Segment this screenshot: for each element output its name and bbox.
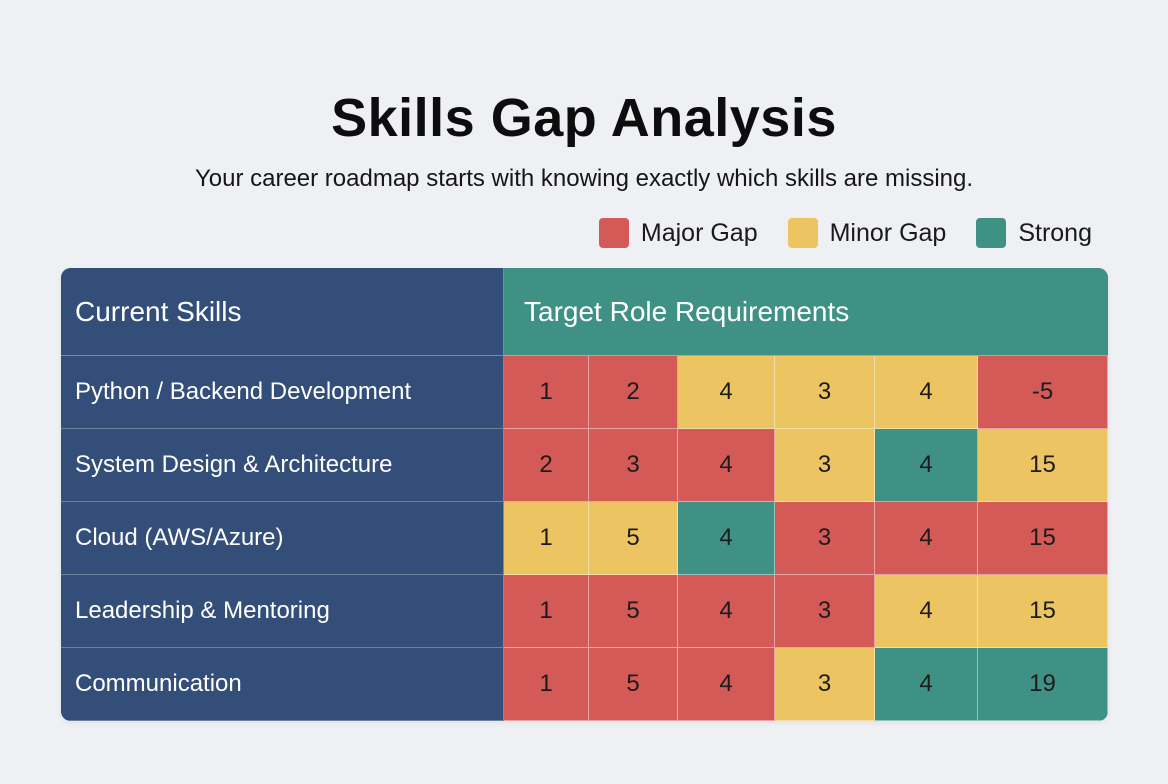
heatmap-cell: 15 — [978, 575, 1108, 648]
skills-heatmap: Current Skills Target Role Requirements … — [61, 268, 1108, 721]
legend-item-major-gap: Major Gap — [598, 218, 758, 248]
heatmap-cell: 1 — [504, 575, 589, 648]
heatmap-cell: 2 — [589, 356, 678, 429]
heatmap-cell: 4 — [678, 502, 775, 575]
heatmap-cell: 5 — [589, 648, 678, 721]
heatmap-cell: 4 — [678, 429, 775, 502]
heatmap-cell: 4 — [875, 502, 978, 575]
heatmap-cell: 15 — [978, 502, 1108, 575]
heatmap-cell: 4 — [875, 429, 978, 502]
heatmap-cell: 1 — [504, 648, 589, 721]
legend: Major Gap Minor Gap Strong — [598, 218, 1092, 248]
heatmap-cell: 3 — [775, 429, 875, 502]
heatmap-cell: 1 — [504, 356, 589, 429]
legend-swatch-major-gap — [598, 218, 629, 248]
heatmap-cell: 4 — [678, 648, 775, 721]
page-title: Skills Gap Analysis — [331, 88, 837, 148]
heatmap-cell: -5 — [978, 356, 1108, 429]
legend-label-minor-gap: Minor Gap — [829, 218, 947, 247]
heatmap-cell: 4 — [678, 356, 775, 429]
heatmap-cell: 4 — [875, 356, 978, 429]
legend-label-strong: Strong — [1018, 218, 1092, 247]
heatmap-cell: 19 — [978, 648, 1108, 721]
skill-row-label: Cloud (AWS/Azure) — [61, 502, 504, 575]
skill-row-label: System Design & Architecture — [61, 429, 504, 502]
heatmap-cell: 3 — [589, 429, 678, 502]
heatmap-cell: 4 — [678, 575, 775, 648]
legend-swatch-minor-gap — [787, 218, 818, 248]
legend-swatch-strong — [976, 218, 1007, 248]
heatmap-cell: 1 — [504, 502, 589, 575]
skill-row-label: Python / Backend Development — [61, 356, 504, 429]
current-skills-header: Current Skills — [61, 268, 504, 356]
skill-row-label: Leadership & Mentoring — [61, 575, 504, 648]
heatmap-cell: 5 — [589, 502, 678, 575]
legend-item-minor-gap: Minor Gap — [787, 218, 947, 248]
heatmap-cell: 4 — [875, 575, 978, 648]
heatmap-cell: 3 — [775, 648, 875, 721]
heatmap-cell: 5 — [589, 575, 678, 648]
page-subtitle: Your career roadmap starts with knowing … — [194, 165, 974, 192]
heatmap-cell: 3 — [775, 575, 875, 648]
legend-item-strong: Strong — [976, 218, 1092, 248]
heatmap-cell: 3 — [775, 502, 875, 575]
heatmap-cell: 2 — [504, 429, 589, 502]
heatmap-cell: 3 — [775, 356, 875, 429]
skill-row-label: Communication — [61, 648, 504, 721]
legend-label-major-gap: Major Gap — [640, 218, 758, 247]
target-requirements-header: Target Role Requirements — [504, 268, 1108, 356]
heatmap-cell: 4 — [875, 648, 978, 721]
heatmap-cell: 15 — [978, 429, 1108, 502]
